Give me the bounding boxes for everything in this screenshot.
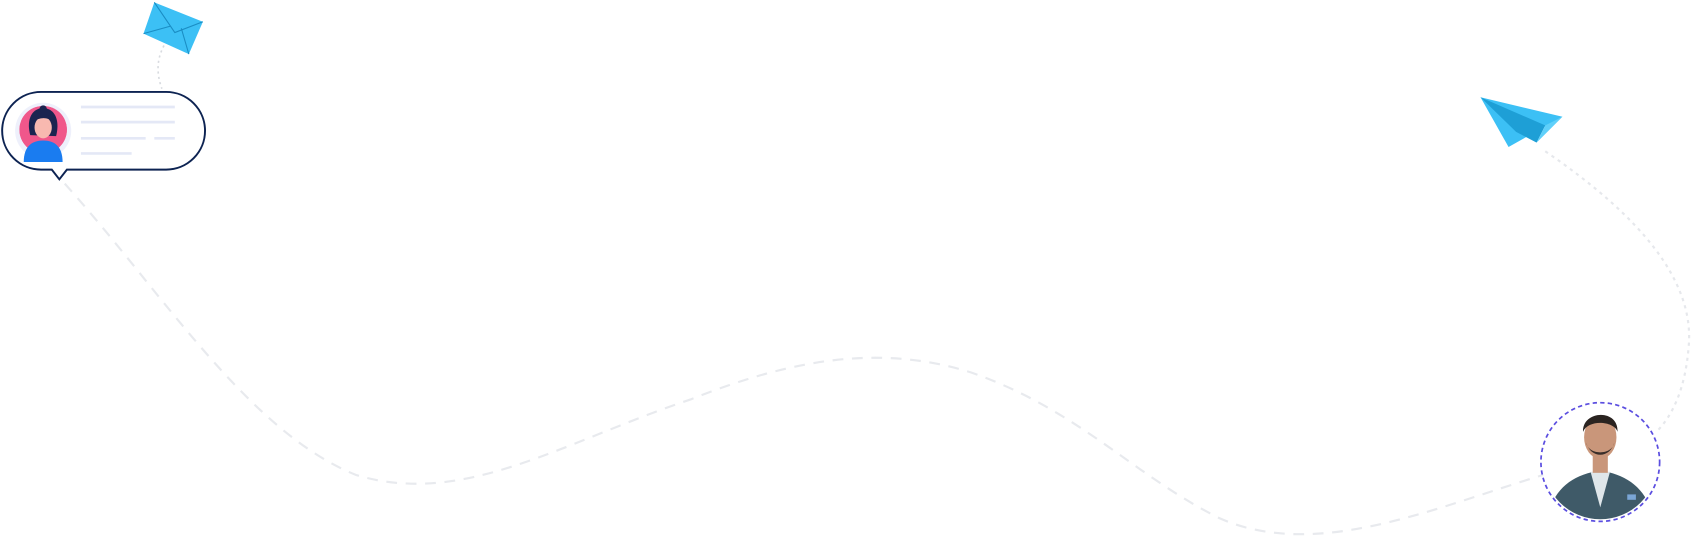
chat-bubble xyxy=(1,90,206,181)
paper-plane-icon xyxy=(1480,97,1563,147)
dotted-path xyxy=(157,45,165,89)
profile-photo xyxy=(1540,401,1661,523)
dashed-path xyxy=(63,182,1544,536)
envelope-icon xyxy=(143,2,204,55)
dotted-path xyxy=(1544,150,1691,433)
